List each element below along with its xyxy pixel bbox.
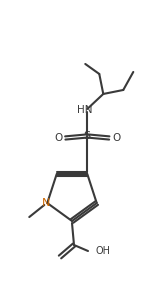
Text: O: O	[112, 133, 120, 143]
Text: N: N	[42, 198, 51, 208]
Text: HN: HN	[77, 105, 92, 115]
Text: O: O	[54, 133, 62, 143]
Text: S: S	[84, 131, 91, 141]
Text: OH: OH	[95, 246, 110, 256]
